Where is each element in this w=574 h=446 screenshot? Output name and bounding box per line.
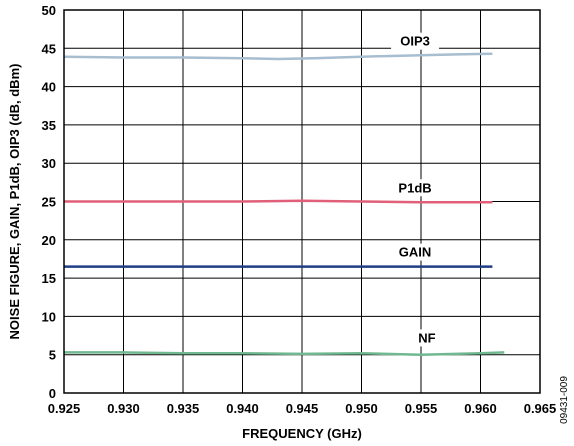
y-tick-label: 35 — [42, 118, 56, 133]
series-label-background — [391, 179, 440, 197]
y-tick-label: 50 — [42, 3, 56, 18]
y-tick-label: 15 — [42, 271, 56, 286]
x-tick-label: 0.950 — [345, 401, 378, 416]
y-tick-label: 45 — [42, 41, 56, 56]
series-label-oip3: OIP3 — [400, 34, 430, 49]
series-line-oip3 — [63, 52, 493, 61]
y-tick-label: 10 — [42, 309, 56, 324]
series-labels: OIP3 P1dB GAIN NF — [391, 32, 451, 347]
x-tick-label: 0.930 — [107, 401, 140, 416]
series-line-nf — [64, 351, 505, 356]
y-tick-label: 25 — [42, 195, 56, 210]
y-tick-label: 20 — [42, 233, 56, 248]
x-tick-label: 0.965 — [524, 401, 557, 416]
y-tick-label: 0 — [49, 386, 56, 401]
series-label-gain: GAIN — [399, 245, 432, 260]
series-line-p1db — [64, 199, 493, 204]
series-label-nf: NF — [418, 330, 435, 345]
x-tick-label: 0.945 — [286, 401, 319, 416]
tick-labels: 0.925 0.930 0.935 0.940 0.945 0.950 0.955 0.960… — [42, 3, 557, 416]
y-tick-label: 5 — [49, 348, 56, 363]
x-tick-label: 0.925 — [48, 401, 81, 416]
x-tick-label: 0.940 — [226, 401, 259, 416]
series-label-background — [402, 329, 451, 347]
plot-frame — [63, 9, 541, 394]
x-tick-label: 0.935 — [167, 401, 200, 416]
x-axis-title: FREQUENCY (GHz) — [242, 426, 362, 441]
series-label-background — [391, 32, 440, 50]
x-tick-label: 0.955 — [405, 401, 438, 416]
x-tick-label: 0.960 — [464, 401, 497, 416]
y-tick-label: 30 — [42, 156, 56, 171]
y-axis-title: NOISE FIGURE, GAIN, P1dB, OIP3 (dB, dBm) — [7, 64, 22, 340]
series-label-p1db: P1dB — [398, 180, 431, 195]
series-label-background — [391, 243, 440, 261]
series-lines — [63, 52, 505, 356]
figure-id: 09431-009 — [559, 376, 570, 424]
y-tick-label: 40 — [42, 80, 56, 95]
